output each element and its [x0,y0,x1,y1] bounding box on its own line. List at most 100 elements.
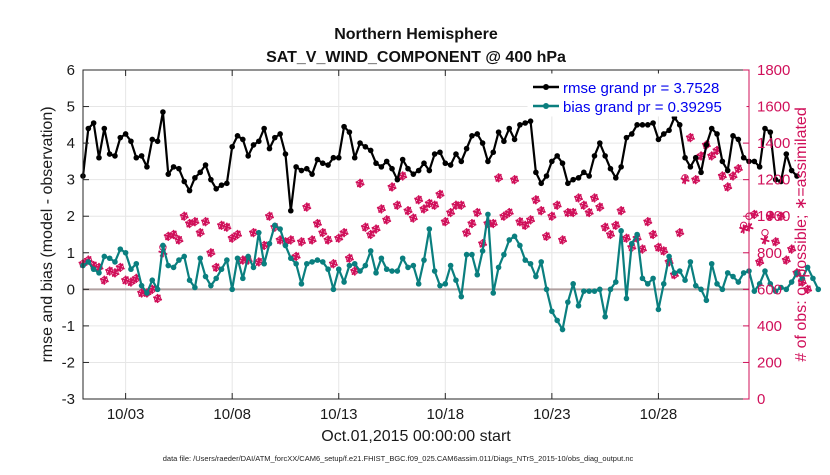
bias-point [229,286,235,293]
bias-point [160,242,166,249]
rmse-point [389,165,395,172]
obs-assimilated-point [334,233,344,243]
obs-assimilated-point [153,293,163,304]
x-tick-label: 10/23 [533,406,571,423]
obs-star-stroke [564,208,571,217]
rmse-point [218,182,225,188]
rmse-point [650,120,656,126]
chart-title: Northern Hemisphere [334,26,498,43]
bias-point [778,284,784,291]
obs-assimilated-point [227,233,237,243]
bias-point [554,317,560,324]
bias-point [804,264,811,271]
rmse-point [277,131,283,137]
obs-assimilated-point [526,215,536,225]
x-tick-label: 10/28 [640,406,678,423]
rmse-point [618,164,624,170]
rmse-point [378,164,385,170]
obs-assimilated-point [760,235,770,245]
rmse-point [479,140,486,146]
obs-assimilated-point [264,211,274,221]
obs-star-stroke [239,256,246,265]
rmse-point [517,122,523,128]
bias-point [490,290,497,296]
rmse-point [208,176,214,183]
obs-assimilated-point [643,217,653,227]
obs-assimilated-point [637,244,647,254]
obs-star-stroke [181,212,188,221]
obs-star-stroke [410,214,417,223]
bias-point [415,281,422,287]
obs-star-stroke [298,237,305,246]
plot-area [83,70,749,399]
rmse-point [261,125,267,132]
bias-point [346,262,353,269]
bias-point [362,262,369,269]
rmse-point [794,173,800,179]
bias-point [197,255,204,262]
obs-assimilated-point [675,227,685,238]
obs-star-stroke [639,245,646,254]
bias-point [303,260,310,267]
rmse-point [474,131,481,137]
obs-assimilated-point [382,215,392,225]
rmse-point [538,180,545,187]
obs-star-stroke [468,219,476,228]
obs-assimilated-point [755,257,765,267]
rmse-point [181,178,188,185]
obs-star-stroke [559,236,566,244]
rmse-point [586,173,592,179]
legend-rmse-marker [543,84,549,90]
rmse-point [463,145,470,152]
rmse-point [202,162,209,168]
legend-rmse-label: rmse grand pr = 3.7528 [563,80,719,97]
obs-assimilated-point [371,224,381,234]
obs-assimilated-point [616,206,626,216]
rmse-point [165,171,172,177]
obs-assimilated-point [515,217,525,227]
rmse-point [213,186,219,192]
y-tick-label: 3 [67,172,75,189]
obs-assimilated-point [787,244,797,254]
rmse-point [778,178,784,185]
obs-star-stroke [474,208,481,217]
bias-point [261,260,267,267]
obs-star-stroke [340,228,348,237]
obs-star-stroke [351,267,358,276]
rmse-point [399,156,406,163]
rmse-point [756,164,763,170]
bias-point [330,286,337,293]
rmse-point [692,154,699,161]
bias-point [533,273,539,280]
rmse-point [240,136,246,143]
bias-point [469,251,475,258]
obs-star-stroke [708,151,715,160]
obs-assimilated-point [312,218,322,229]
rmse-point [495,129,502,135]
obs-assimilated-point [589,193,599,203]
obs-star-stroke [527,215,534,224]
bias-point [538,259,545,265]
obs-star-stroke [399,172,406,180]
obs-assimilated-point [366,229,376,240]
obs-assimilated-point [302,202,312,212]
bias-point [351,260,358,267]
bias-point [794,270,800,276]
obs-star-stroke [522,221,529,230]
rmse-point [533,169,539,176]
obs-star-stroke [612,221,619,230]
rmse-point [501,138,507,145]
bias-point [559,326,566,333]
bias-point [431,268,438,274]
bias-point [698,286,704,293]
obs-star-stroke [554,201,561,210]
obs-assimilated-point [430,200,440,210]
bias-point [687,259,694,265]
bias-point [293,260,299,267]
bias-point [277,226,283,232]
obs-assimilated-point [552,200,562,210]
rmse-point [415,167,422,174]
y-tick-label: -3 [62,391,75,408]
rmse-point [485,158,491,165]
obs-star-stroke [751,210,758,219]
